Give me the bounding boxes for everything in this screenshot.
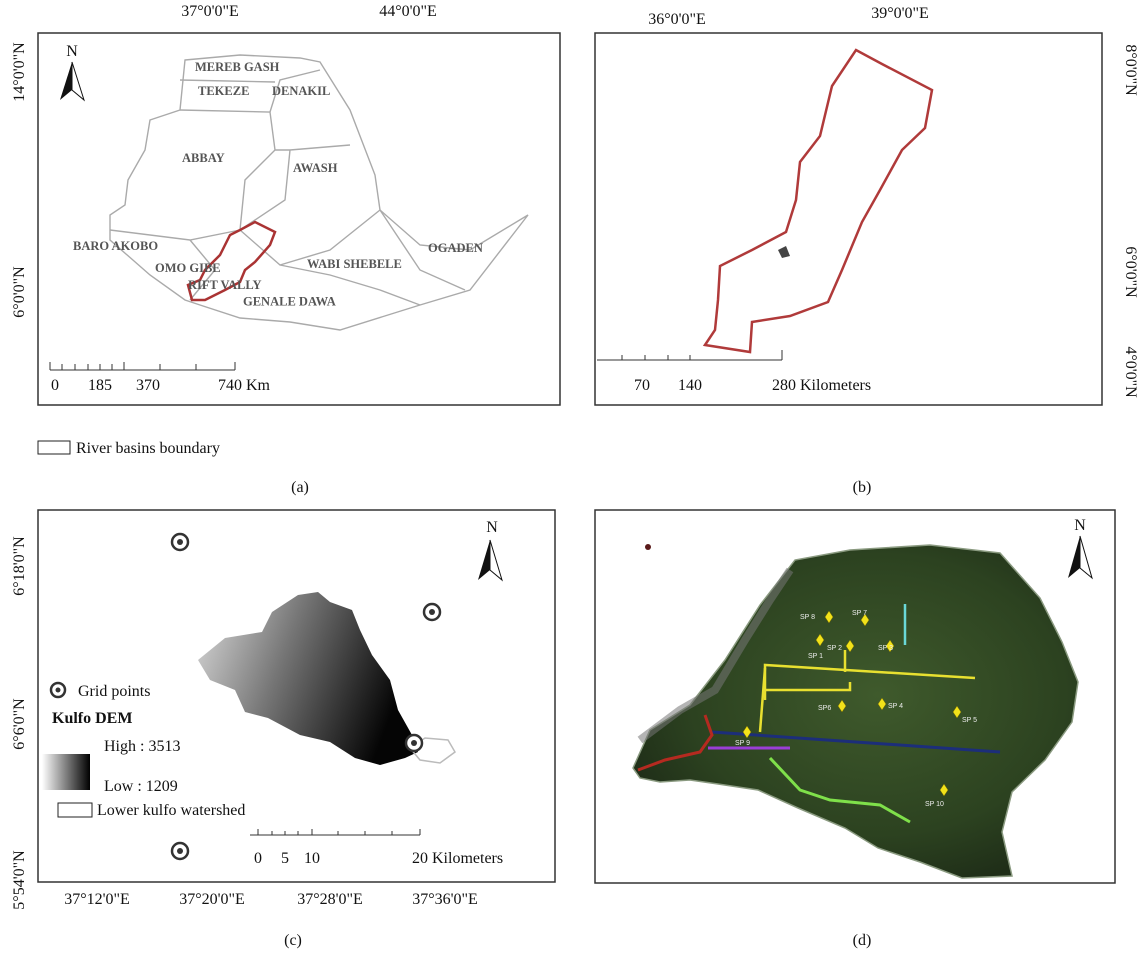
longitude-label: 37°20'0"E <box>179 891 245 908</box>
scale-label: 740 Km <box>218 377 271 394</box>
legend-ramp <box>42 754 90 790</box>
north-label: N <box>1074 517 1086 534</box>
sample-label: SP 8 <box>800 614 815 621</box>
basin-label: TEKEZE <box>198 84 249 98</box>
legend-swatch <box>38 441 70 454</box>
longitude-label: 37°12'0"E <box>64 891 130 908</box>
scale-label: 10 <box>304 850 320 867</box>
sample-label: SP 1 <box>808 653 823 660</box>
basin-label: RIFT VALLY <box>188 278 262 292</box>
longitude-label: 37°28'0"E <box>297 891 363 908</box>
legend-label: High : 3513 <box>104 738 180 755</box>
longitude-label: 44°0'0"E <box>379 3 437 20</box>
latitude-label: 6°6'0"N <box>11 698 28 750</box>
grid-point <box>411 740 417 746</box>
legend-label: Lower kulfo watershed <box>97 802 245 819</box>
basin-label: WABI SHEBELE <box>307 257 402 271</box>
scale-label: 20 Kilometers <box>412 850 503 867</box>
sample-label: SP 4 <box>888 703 903 710</box>
sample-label: SP6 <box>818 705 831 712</box>
caption: (c) <box>284 932 302 949</box>
scale-label: 5 <box>281 850 289 867</box>
grid-point <box>177 848 183 854</box>
legend-label: River basins boundary <box>76 440 220 457</box>
scale-label: 0 <box>254 850 262 867</box>
longitude-label: 37°0'0"E <box>181 3 239 20</box>
scale-label: 0 <box>51 377 59 394</box>
basin-label: BARO AKOBO <box>73 239 158 253</box>
scale-label: 280 Kilometers <box>772 377 871 394</box>
legend-swatch <box>58 803 92 817</box>
scale-label: 140 <box>678 377 702 394</box>
sample-label: SP 10 <box>925 801 944 808</box>
caption: (a) <box>291 479 309 496</box>
legend-label: Low : 1209 <box>104 778 178 795</box>
longitude-label: 37°36'0"E <box>412 891 478 908</box>
sample-label: SP 5 <box>962 717 977 724</box>
sample-label: SP 2 <box>827 645 842 652</box>
basin-label: MEREB GASH <box>195 60 280 74</box>
scale-label: 370 <box>136 377 160 394</box>
sample-label: SP 9 <box>735 740 750 747</box>
grid-point <box>177 539 183 545</box>
longitude-label: 36°0'0"E <box>648 11 706 28</box>
figure: 37°0'0"E 44°0'0"E 14°0'0"N 6°0'0"N N MER… <box>0 0 1147 955</box>
latitude-label: 6°18'0"N <box>11 536 28 596</box>
latitude-label: 5°54'0"N <box>11 850 28 910</box>
basin-label: OGADEN <box>428 241 483 255</box>
caption: (d) <box>853 932 872 949</box>
basin-label: OMO GIBE <box>155 261 221 275</box>
legend-symbol <box>56 688 61 693</box>
latitude-label: 8°0'0"N <box>1122 44 1139 96</box>
latitude-label: 6°0'0"N <box>11 266 28 318</box>
latitude-label: 14°0'0"N <box>11 42 28 102</box>
scale-label: 70 <box>634 377 650 394</box>
grid-point <box>429 609 435 615</box>
basin-label: DENAKIL <box>272 84 330 98</box>
north-label: N <box>66 43 78 60</box>
location-dot <box>645 544 651 550</box>
scale-label: 185 <box>88 377 112 394</box>
longitude-label: 39°0'0"E <box>871 5 929 22</box>
map-frame <box>595 33 1102 405</box>
latitude-label: 6°0'0"N <box>1122 246 1139 298</box>
north-label: N <box>486 519 498 536</box>
legend-label: Grid points <box>78 683 150 700</box>
basin-label: ABBAY <box>182 151 225 165</box>
caption: (b) <box>853 479 872 496</box>
legend-title: Kulfo DEM <box>52 710 132 727</box>
sample-label: SP 3 <box>878 645 893 652</box>
latitude-label: 4°0'0"N <box>1122 346 1139 398</box>
basin-label: AWASH <box>293 161 338 175</box>
basin-label: GENALE DAWA <box>243 294 336 308</box>
sample-label: SP 7 <box>852 610 867 617</box>
